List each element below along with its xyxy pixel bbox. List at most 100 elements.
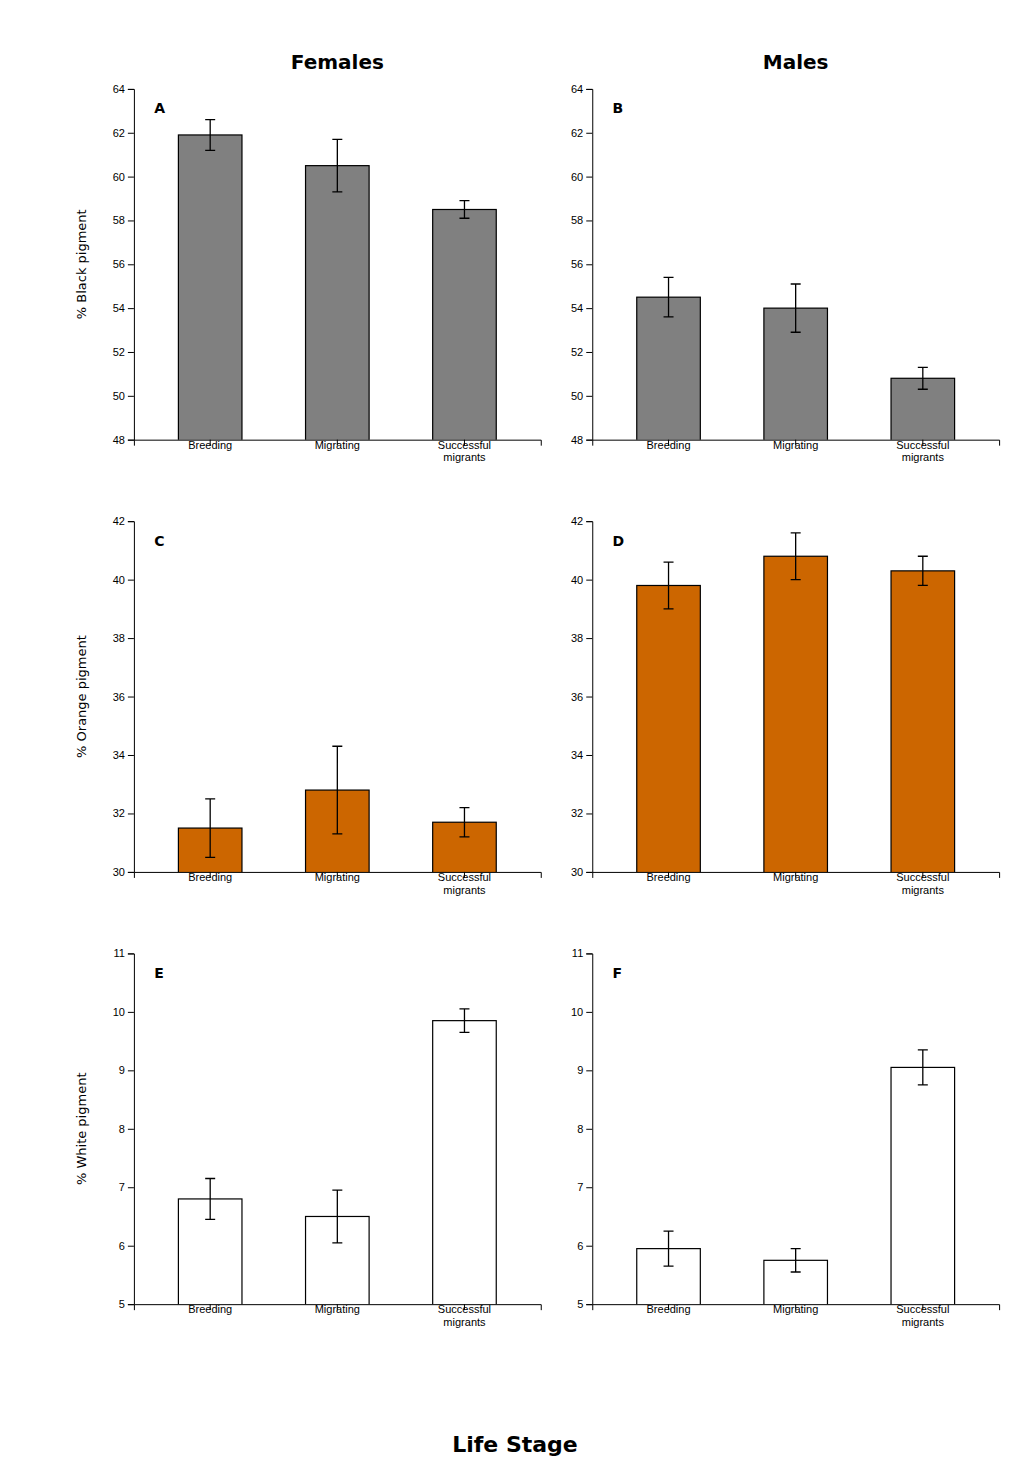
tick-mark bbox=[128, 1129, 134, 1130]
tick: Migrating bbox=[315, 871, 360, 883]
tick: 8 bbox=[577, 1123, 592, 1135]
tick-label: Successfulmigrants bbox=[438, 1303, 491, 1328]
y-axis-title: % Orange pigment bbox=[74, 635, 89, 758]
tick-label: Breeding bbox=[188, 439, 232, 451]
tick-label: 9 bbox=[577, 1064, 583, 1076]
tick-mark bbox=[586, 1129, 592, 1130]
tick: 62 bbox=[571, 127, 592, 139]
tick-label-line: Migrating bbox=[773, 439, 818, 451]
tick-label: Successfulmigrants bbox=[896, 439, 949, 464]
tick-label: 38 bbox=[113, 632, 125, 644]
tick: 62 bbox=[113, 127, 134, 139]
tick: 7 bbox=[119, 1181, 134, 1193]
tick-mark bbox=[586, 1246, 592, 1247]
tick-label-line: Successful bbox=[896, 871, 949, 883]
tick-label: 60 bbox=[113, 171, 125, 183]
tick-mark bbox=[128, 872, 134, 873]
tick-label: Migrating bbox=[315, 1303, 360, 1315]
error-bar bbox=[664, 562, 674, 609]
y-axis: 485052545658606264 bbox=[113, 83, 135, 446]
tick: 30 bbox=[571, 866, 592, 878]
tick-label: 58 bbox=[113, 214, 125, 226]
bar bbox=[764, 556, 828, 872]
tick-mark bbox=[128, 1304, 134, 1305]
tick-label-line: Migrating bbox=[315, 439, 360, 451]
tick-label: 36 bbox=[571, 691, 583, 703]
tick-label: Successfulmigrants bbox=[896, 871, 949, 896]
error-bar bbox=[791, 284, 801, 332]
bar bbox=[891, 571, 955, 872]
tick: 11 bbox=[113, 947, 133, 959]
tick-label-line: migrants bbox=[443, 451, 486, 463]
tick-label-line: migrants bbox=[902, 884, 945, 896]
tick-label: 10 bbox=[571, 1006, 583, 1018]
tick: 5 bbox=[577, 1298, 592, 1310]
tick-label: Breeding bbox=[647, 871, 691, 883]
tick-label: 10 bbox=[113, 1006, 125, 1018]
tick: 5 bbox=[119, 1298, 134, 1310]
marks bbox=[178, 1009, 496, 1304]
panel: 30323436384042BreedingMigratingSuccessfu… bbox=[571, 515, 1000, 1482]
tick-mark bbox=[128, 220, 134, 221]
axis-line bbox=[586, 954, 593, 1305]
error-bar bbox=[459, 1009, 469, 1032]
tick-mark bbox=[128, 352, 134, 353]
tick: 58 bbox=[113, 214, 134, 226]
tick-label: 40 bbox=[113, 574, 125, 586]
tick: Breeding bbox=[647, 439, 691, 451]
tick-label: 56 bbox=[571, 258, 583, 270]
tick: 34 bbox=[113, 749, 134, 761]
tick-label: 7 bbox=[577, 1181, 583, 1193]
marks bbox=[637, 277, 955, 439]
x-axis: Breeding Migrating Successfulmigrants bbox=[593, 439, 1000, 464]
tick-label: Migrating bbox=[315, 439, 360, 451]
tick-mark bbox=[586, 953, 592, 954]
tick-mark bbox=[128, 177, 134, 178]
tick: 54 bbox=[113, 302, 134, 314]
tick: 40 bbox=[113, 574, 134, 586]
bar bbox=[433, 209, 497, 439]
tick-mark bbox=[586, 813, 592, 814]
title: Males bbox=[763, 50, 829, 74]
tick: Breeding bbox=[188, 1303, 232, 1315]
tick: 60 bbox=[113, 171, 134, 183]
y-axis-title: % White pigment bbox=[74, 1073, 89, 1186]
tick-label: 34 bbox=[571, 749, 583, 761]
tick-mark bbox=[586, 697, 592, 698]
tick: 8 bbox=[119, 1123, 134, 1135]
tick-label: Breeding bbox=[647, 1303, 691, 1315]
tick: Migrating bbox=[315, 1303, 360, 1315]
bar bbox=[637, 297, 701, 439]
tick-mark bbox=[128, 953, 134, 954]
tick: 64 bbox=[113, 83, 134, 95]
tick-label: 60 bbox=[571, 171, 583, 183]
tick-label-line: Migrating bbox=[773, 1303, 818, 1315]
chart: 485052545658606264BreedingMigratingSucce… bbox=[0, 0, 1030, 1482]
tick: 42 bbox=[571, 515, 592, 527]
tick: 50 bbox=[113, 390, 134, 402]
tick-label: 48 bbox=[571, 434, 583, 446]
tick: 60 bbox=[571, 171, 592, 183]
panel: 567891011BreedingMigratingSuccessfulmigr… bbox=[74, 947, 541, 1482]
panel-label: E bbox=[154, 965, 164, 981]
panel-label: D bbox=[613, 533, 625, 549]
tick-label-line: Successful bbox=[896, 1303, 949, 1315]
tick-label: Migrating bbox=[773, 871, 818, 883]
tick-label-line: Breeding bbox=[188, 1303, 232, 1315]
tick: 11 bbox=[572, 947, 592, 959]
tick-label: 54 bbox=[113, 302, 125, 314]
tick-label: 58 bbox=[571, 214, 583, 226]
tick-mark bbox=[586, 177, 592, 178]
tick-mark bbox=[586, 1012, 592, 1013]
tick-mark bbox=[128, 264, 134, 265]
tick: Successfulmigrants bbox=[896, 871, 949, 896]
axis-line bbox=[128, 954, 135, 1305]
panel-label: C bbox=[154, 533, 164, 549]
tick: 9 bbox=[577, 1064, 592, 1076]
error-bar bbox=[205, 120, 215, 151]
tick-label-line: migrants bbox=[902, 1316, 945, 1328]
panel-label: B bbox=[613, 100, 624, 116]
tick-label: 6 bbox=[577, 1240, 583, 1252]
tick-label: 52 bbox=[113, 346, 125, 358]
bar bbox=[891, 1067, 955, 1304]
